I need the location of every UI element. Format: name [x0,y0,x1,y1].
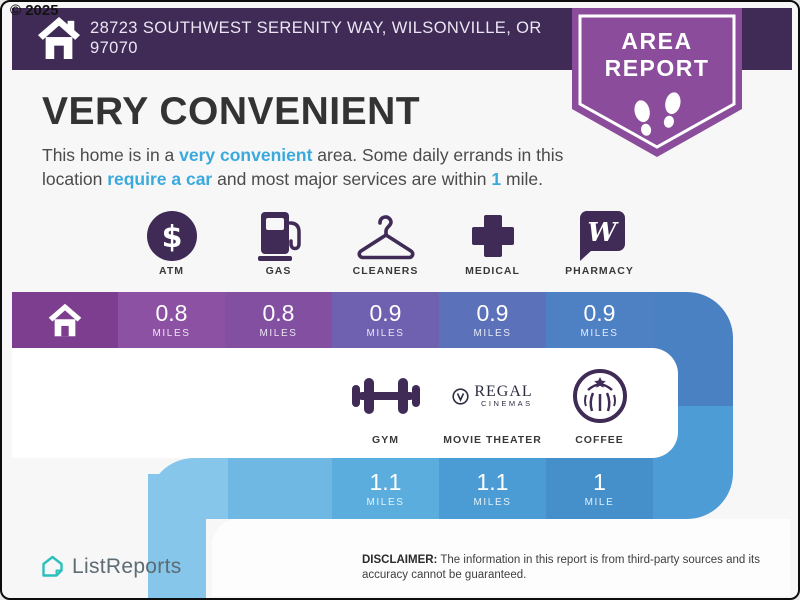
listreports-logo: ListReports [40,554,182,579]
description-line-1: This home is in a very convenient area. … [42,145,564,165]
area-report-badge [572,8,742,160]
band-segment-movie [439,458,546,519]
hanger-icon [332,208,439,264]
amenity-label-gym: GYM [372,434,399,446]
distance-medical: 0.9 MILES [473,300,512,340]
page-title: VERY CONVENIENT [42,90,421,133]
distance-coffee: 1 MILE [584,468,615,508]
dumbbell-icon [332,364,439,428]
footprints-icon [634,92,681,136]
band-segment-atm [118,292,225,348]
property-address: 28723 SOUTHWEST SERENITY WAY, WILSONVILL… [90,19,542,57]
distance-gas: 0.8 MILES [259,300,298,340]
description-line-2: location require a car and most major se… [42,169,543,189]
page-description: This home is in a very convenient area. … [42,143,587,191]
distance-pharmacy: 0.9 MILES [580,300,619,340]
disclaimer-text: DISCLAIMER: The information in this repo… [362,554,760,581]
row2-content-panel [12,348,678,458]
distance-movie-theater: 1.1 MILES [473,468,512,508]
svg-text:W: W [587,218,619,248]
band-segment-gym [332,458,439,519]
amenity-label-cleaners: CLEANERS [352,265,419,277]
band-segment-pharmacy [546,292,653,348]
house-logo-icon [42,555,63,577]
amenity-label-movie-theater: MOVIE THEATER [443,434,542,446]
brand-name: ListReports [72,554,182,578]
walgreens-pharmacy-icon: W [546,208,653,264]
amenity-label-atm: ATM [159,265,184,277]
amenity-label-coffee: COFFEE [575,434,624,446]
amenity-label-pharmacy: PHARMACY [565,265,634,277]
gas-pump-icon [225,208,332,264]
band-segment-medical [439,292,546,348]
band-segment-coffee [546,458,653,519]
band-down-strip [148,474,206,598]
copyright-text: © 2025 [10,2,59,19]
medical-cross-icon [439,208,546,264]
starbucks-coffee-logo [546,364,653,428]
regal-cinemas-logo: REGAL CINEMAS [419,364,566,428]
svg-text:$: $ [161,220,182,255]
home-icon [12,292,118,348]
atm-icon: $ [118,208,225,264]
amenity-label-medical: MEDICAL [465,265,520,277]
badge-title: AREA REPORT [604,28,710,81]
footer-panel [212,519,790,596]
amenity-label-gas: GAS [265,265,292,277]
distance-gym: 1.1 MILES [366,468,405,508]
distance-cleaners: 0.9 MILES [366,300,405,340]
band-segment-blank [228,458,332,519]
band-segment-gas [225,292,332,348]
band-segment-cleaners [332,292,439,348]
home-icon [38,15,80,66]
distance-atm: 0.8 MILES [152,300,191,340]
